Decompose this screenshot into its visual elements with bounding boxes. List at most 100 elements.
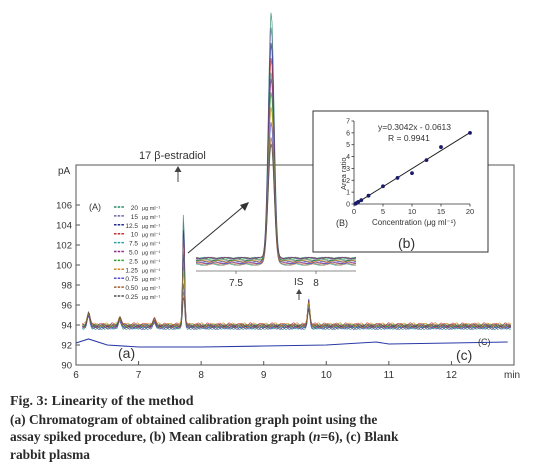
legend-unit: μg ml⁻¹ [142, 242, 160, 248]
calibration-point [395, 176, 400, 180]
inset-traces [195, 12, 357, 266]
y-tick-label: 104 [56, 221, 72, 232]
legend-unit: μg ml⁻¹ [142, 215, 160, 221]
blank-series [75, 338, 508, 348]
calibration-equation: y=0.3042x - 0.0613 [378, 122, 451, 132]
calibration-points [353, 130, 472, 206]
blank-label: (a) [118, 345, 135, 361]
legend-value: 2.5 [129, 258, 138, 265]
calibration-axes: 0 5 10 15 20 0 1 2 3 4 5 6 7 [346, 119, 474, 217]
calibration-y-tick-label: 4 [346, 154, 350, 161]
calibration-point [366, 193, 371, 198]
x-tick-label: 11 [384, 370, 395, 381]
calibration-point [359, 198, 364, 203]
y-tick-label: 106 [56, 201, 72, 212]
calibration-y-tick-label: 1 [346, 190, 350, 197]
calibration-y-tick-label: 0 [346, 202, 350, 209]
calibration-y-tick-label: 5 [346, 142, 350, 149]
legend-value: 20 [131, 205, 139, 212]
legend-value: 0.50 [125, 285, 138, 292]
calibration-panel-caption: (b) [398, 235, 415, 251]
caption-line-2: assay spiked procedure, (b) Mean calibra… [10, 428, 540, 446]
chromatogram-series [82, 291, 512, 329]
chromatogram-traces [75, 214, 512, 348]
caption-title: Fig. 3: Linearity of the method [10, 394, 194, 409]
legend: 20 μg ml⁻¹15 μg ml⁻¹12.5 μg ml⁻¹10 μg ml⁻¹7.… [114, 205, 160, 301]
caption-line-3: rabbit plasma [10, 446, 90, 462]
blank-trace-label: (C) [478, 337, 491, 347]
inset-zoom-plot: 7.5 8 [195, 12, 358, 289]
legend-value: 12.5 [125, 223, 138, 230]
legend-unit: μg ml⁻¹ [142, 224, 160, 230]
legend-unit: μg ml⁻¹ [142, 233, 160, 239]
legend-unit: μg ml⁻¹ [142, 295, 160, 301]
calibration-xlabel: Concentration (μg ml⁻¹) [372, 218, 456, 227]
x-tick-label: 7 [136, 370, 142, 381]
caption-line-1: (a) Chromatogram of obtained calibration… [10, 411, 378, 427]
legend-unit: μg ml⁻¹ [142, 206, 160, 212]
calibration-box [312, 110, 489, 253]
legend-value: 5.0 [129, 250, 138, 257]
legend-value: 15 [131, 214, 139, 221]
calibration-point [410, 171, 414, 176]
panel-a-label: (A) [89, 202, 101, 212]
calibration-y-tick-label: 2 [346, 178, 350, 185]
calibration-point [381, 184, 385, 189]
calibration-ylabel: Area ratio [339, 157, 348, 190]
calibration-point [439, 145, 443, 149]
caption-line-2-end: =6), (c) Blank [320, 429, 399, 444]
calibration-x-tick-label: 15 [437, 207, 445, 216]
calibration-y-tick-label: 3 [346, 166, 350, 173]
calibration-x-tick-label: 20 [466, 207, 474, 216]
legend-unit: μg ml⁻¹ [142, 277, 160, 283]
y-tick-label: 100 [56, 261, 72, 272]
x-tick-label: 12 [446, 370, 458, 381]
calibration-y-tick-label: 7 [346, 119, 350, 126]
figure-caption: Fig. 3: Linearity of the method (a) Chro… [10, 393, 540, 463]
y-tick-label: 92 [61, 341, 72, 352]
calibration-y-tick-label: 6 [346, 130, 350, 137]
y-tick-label: 102 [56, 241, 72, 252]
blank-panel-caption: (c) [456, 347, 472, 363]
x-tick-label: 10 [321, 370, 333, 381]
calibration-panel-label: (B) [336, 218, 348, 228]
legend-value: 1.25 [125, 267, 138, 274]
x-tick-label: 8 [198, 370, 204, 381]
inset-tick-label: 7.5 [229, 278, 243, 289]
legend-value: 0.25 [125, 294, 138, 301]
inset-series [195, 143, 357, 260]
legend-unit: μg ml⁻¹ [142, 286, 160, 292]
calibration-point [356, 199, 361, 204]
calibration-x-tick-label: 5 [381, 207, 385, 216]
analyte-peak-arrow [174, 166, 182, 182]
x-axis-unit: min [504, 370, 520, 381]
x-tick-label: 9 [261, 370, 267, 381]
is-peak-arrow [296, 289, 302, 300]
y-tick-label: 96 [61, 301, 72, 312]
calibration-x-tick-label: 0 [352, 207, 356, 216]
calibration-fit-line [353, 132, 471, 206]
legend-value: 0.75 [125, 276, 138, 283]
inset-ticks: 7.5 8 [229, 271, 319, 289]
inset-tick-label: 8 [313, 278, 319, 289]
y-tick-label: 90 [61, 361, 72, 372]
y-tick-label: 94 [61, 321, 72, 332]
calibration-point [424, 158, 429, 163]
legend-value: 7.5 [129, 241, 138, 248]
caption-line-2-text: assay spiked procedure, (b) Mean calibra… [10, 429, 314, 444]
calibration-x-tick-label: 10 [408, 207, 416, 216]
legend-value: 10 [131, 232, 139, 239]
zoom-arrow [187, 202, 249, 254]
legend-unit: μg ml⁻¹ [142, 251, 160, 257]
caption-n-italic: n [313, 429, 321, 444]
y-tick-label: 98 [61, 281, 72, 292]
legend-unit: μg ml⁻¹ [142, 259, 160, 265]
calibration-r-value: R = 0.9941 [388, 133, 430, 143]
chromatogram-series [82, 297, 512, 328]
is-peak-label: IS [294, 277, 304, 288]
legend-unit: μg ml⁻¹ [142, 268, 160, 274]
x-tick-label: 6 [73, 370, 79, 381]
